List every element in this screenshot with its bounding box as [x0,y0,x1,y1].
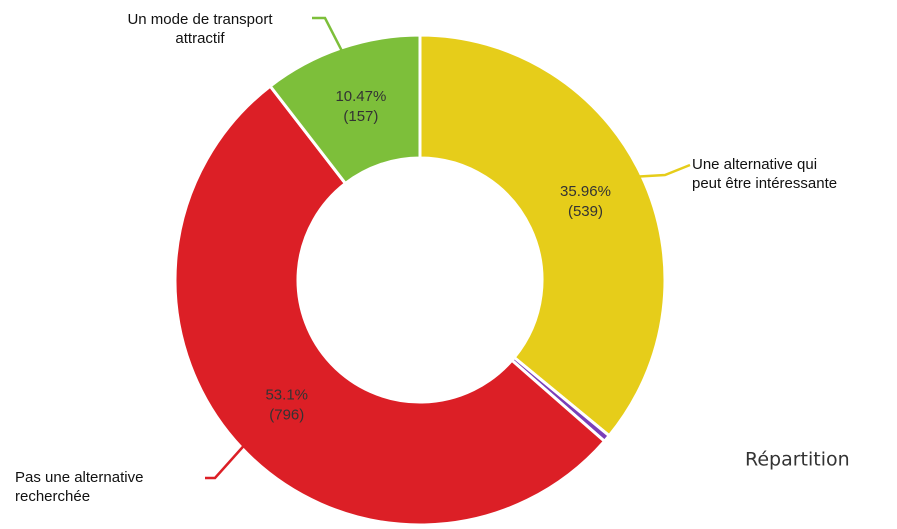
value-label: 35.96% [560,183,611,200]
value-label: 10.47% [335,88,386,105]
count-label: (796) [269,406,304,423]
donut-segment [173,84,607,527]
value-label: 53.1% [265,386,308,403]
leader-line [205,445,245,480]
category-label: recherchée [15,488,90,505]
leader-line [639,163,691,178]
category-label: Une alternative qui [692,156,817,173]
donut-segment [418,33,667,438]
category-label: Un mode de transport [127,11,273,28]
category-label: attractif [175,30,225,47]
donut-segment [268,33,422,186]
category-label: peut être intéressante [692,175,837,192]
count-label: (539) [568,203,603,220]
caption: Répartition [745,449,850,471]
leader-line [312,16,343,52]
count-label: (157) [343,108,378,125]
category-label: Pas une alternative [15,469,143,486]
